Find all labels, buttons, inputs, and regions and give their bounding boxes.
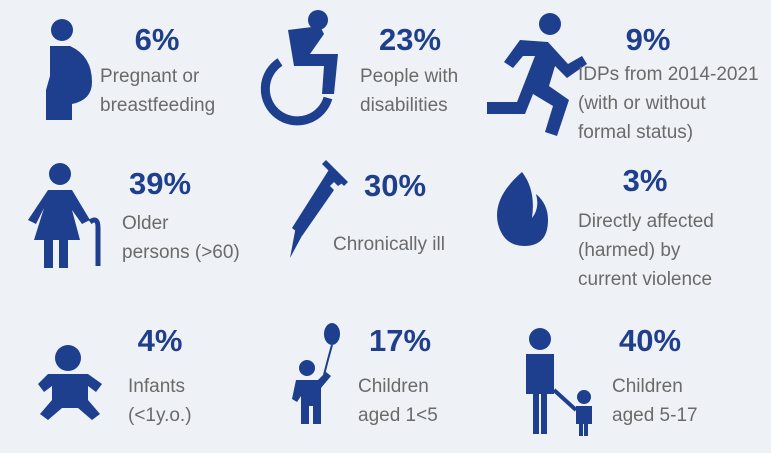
label-line: Pregnant or: [100, 66, 200, 87]
label-line: Older: [122, 213, 169, 234]
label-line: aged 5-17: [612, 405, 698, 426]
label-line: (with or without: [578, 93, 706, 114]
label-line: Infants: [128, 376, 185, 397]
label-line: current violence: [578, 269, 712, 290]
label-line: People with: [360, 66, 458, 87]
label-line: disabilities: [360, 95, 448, 116]
label-line: breastfeeding: [100, 95, 215, 116]
label-line: formal status): [578, 122, 693, 143]
icon-infant: [38, 345, 102, 420]
percent: 4%: [138, 323, 183, 358]
percent: 6%: [135, 22, 180, 57]
label-line: Children: [358, 376, 429, 397]
label-line: aged 1<5: [358, 405, 438, 426]
percent: 40%: [619, 323, 681, 358]
percent: 9%: [626, 22, 671, 57]
label-line: Children: [612, 376, 683, 397]
icon-fire: [497, 172, 548, 246]
percent: 30%: [364, 168, 426, 203]
icon-adult-child: [526, 328, 592, 436]
label-line: Directly affected: [578, 211, 714, 232]
percent: 3%: [623, 163, 668, 198]
icon-runner: [487, 13, 587, 136]
label-line: (harmed) by: [578, 240, 681, 261]
label-line: Chronically ill: [333, 234, 445, 255]
icon-child-balloon: [292, 323, 340, 424]
icon-older-person: [28, 163, 101, 268]
percent: 39%: [129, 166, 191, 201]
percent: 17%: [369, 323, 431, 358]
percent: 23%: [379, 22, 441, 57]
label-line: IDPs from 2014-2021: [578, 64, 759, 85]
icon-syringe: [290, 160, 348, 258]
icon-pregnant: [46, 19, 92, 120]
label-line: (<1y.o.): [128, 405, 192, 426]
icon-wheelchair: [260, 10, 338, 126]
label-line: persons (>60): [122, 242, 240, 263]
